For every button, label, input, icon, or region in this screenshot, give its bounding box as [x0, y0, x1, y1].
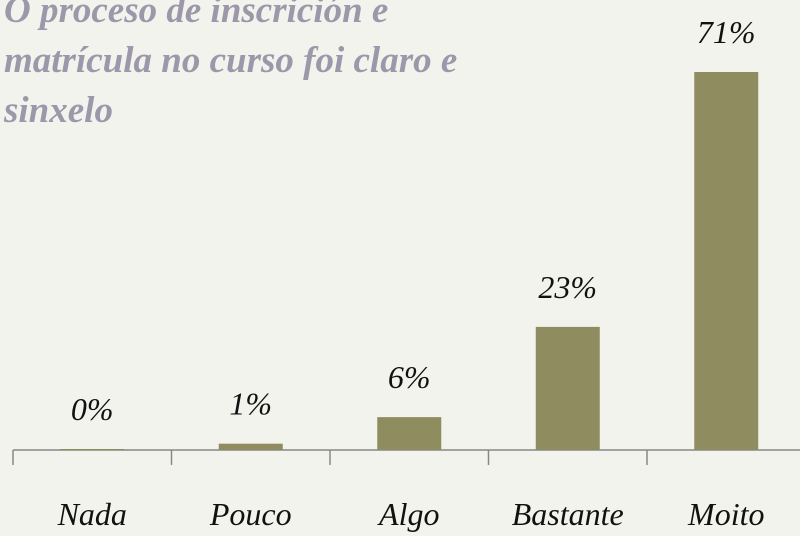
value-label: 6%	[388, 359, 431, 395]
value-label: 1%	[229, 386, 272, 422]
value-label: 71%	[697, 14, 756, 50]
x-tick-label: Pouco	[209, 496, 292, 532]
chart-title: O proceso de inscrición e matrícula no c…	[4, 0, 458, 131]
value-label: 0%	[71, 391, 114, 427]
value-label: 23%	[538, 269, 597, 305]
bar	[218, 443, 283, 450]
x-tick-label: Algo	[377, 496, 439, 532]
x-tick-label: Moito	[687, 496, 764, 532]
bar	[694, 72, 759, 450]
bar	[377, 417, 442, 450]
bar	[60, 449, 125, 450]
x-tick-label: Nada	[57, 496, 127, 532]
x-tick-label: Bastante	[512, 496, 624, 532]
bar	[535, 326, 600, 450]
